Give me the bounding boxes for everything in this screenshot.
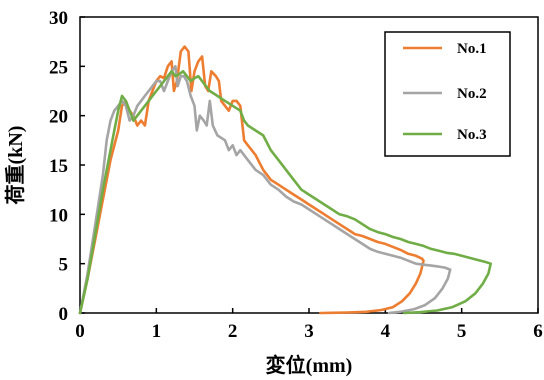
series-lines	[78, 45, 492, 315]
y-tick-label: 5	[59, 255, 69, 276]
legend-label: No.3	[457, 127, 487, 143]
y-tick-label: 15	[49, 156, 68, 177]
legend-label: No.1	[457, 41, 487, 57]
y-axis-label: 荷重(kN)	[3, 126, 27, 205]
x-tick-label: 3	[304, 321, 314, 342]
series-line-no-2	[78, 65, 452, 315]
series-line-no-3	[78, 70, 492, 315]
x-tick-label: 6	[533, 321, 543, 342]
y-tick-label: 0	[59, 304, 69, 325]
legend: No.1 No.2 No.3	[384, 31, 511, 157]
y-tick-label: 20	[49, 107, 68, 128]
y-tick-label: 30	[49, 8, 68, 29]
axes: 0 1 2 3 4 5 6 0 5 10 15 20 25 30 変位(mm) 荷重(kN)	[3, 8, 543, 377]
y-tick-label: 25	[49, 57, 68, 78]
x-axis-label: 変位(mm)	[266, 353, 353, 377]
x-tick-label: 0	[75, 321, 85, 342]
x-tick-label: 2	[228, 321, 238, 342]
y-tick-label: 10	[49, 205, 68, 226]
x-tick-label: 4	[381, 321, 391, 342]
x-tick-label: 5	[457, 321, 467, 342]
x-tick-label: 1	[152, 321, 162, 342]
series-line-no-1	[78, 45, 425, 315]
legend-label: No.2	[457, 86, 487, 102]
